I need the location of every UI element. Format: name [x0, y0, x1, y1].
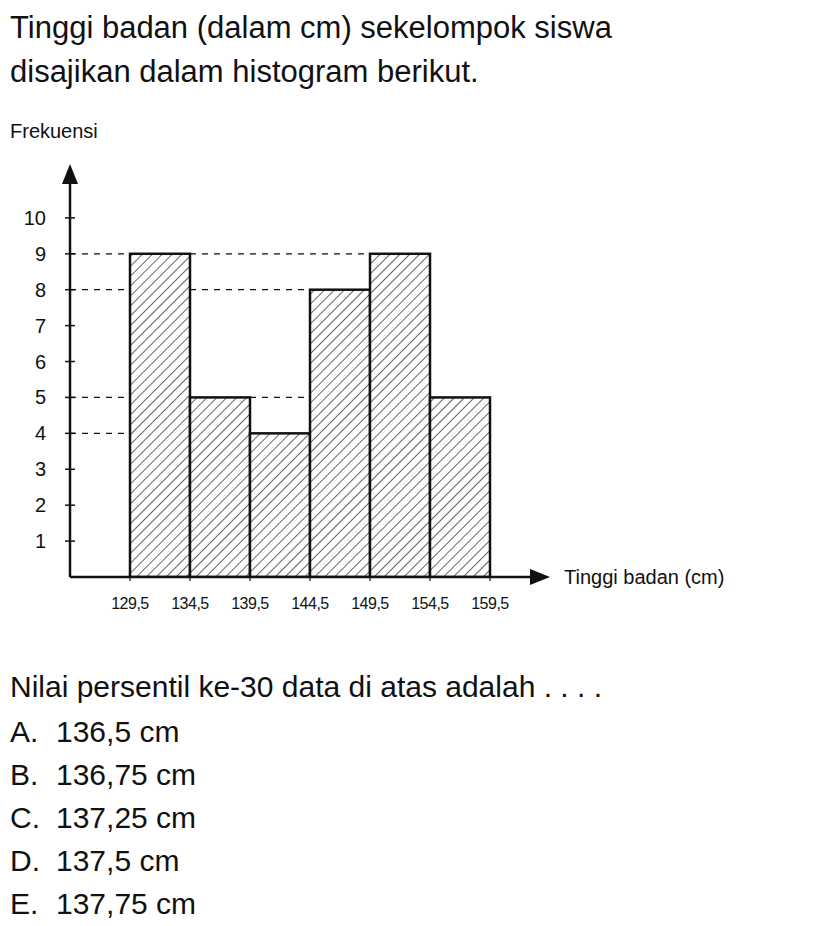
option-letter: B.: [10, 758, 38, 791]
option-letter: A.: [10, 715, 38, 748]
x-tick-label: 144,5: [291, 595, 329, 612]
y-tick: [65, 504, 75, 506]
y-axis-arrow: [62, 164, 78, 184]
histogram-bar: [370, 254, 430, 577]
option-letter: C.: [10, 801, 40, 834]
y-tick: [65, 217, 75, 219]
histogram-bar: [430, 397, 490, 577]
y-tick: [65, 289, 75, 291]
intro-text: Tinggi badan (dalam cm) sekelompok siswa: [10, 10, 613, 45]
y-tick: [65, 361, 75, 363]
x-tick-label: 134,5: [171, 595, 209, 612]
x-tick-label: 149,5: [351, 595, 389, 612]
x-tick: [369, 577, 370, 581]
x-tick: [489, 577, 490, 581]
y-tick: [65, 325, 75, 327]
x-tick-label: 129,5: [111, 595, 149, 612]
y-tick-label: 5: [35, 386, 46, 408]
y-tick-label: 6: [35, 351, 46, 373]
x-axis-arrow: [530, 569, 550, 585]
histogram-bar: [310, 290, 370, 577]
x-tick: [249, 577, 250, 581]
y-tick: [65, 540, 75, 542]
x-tick: [189, 577, 190, 581]
y-axis: [69, 176, 72, 577]
intro-text: disajikan dalam histogram berikut.: [10, 54, 479, 89]
option-text: 136,5 cm: [56, 715, 179, 748]
x-tick-label: 139,5: [231, 595, 269, 612]
y-tick-label: 3: [35, 458, 46, 480]
option-text: 137,5 cm: [56, 844, 179, 877]
histogram-bar: [250, 433, 310, 577]
histogram-bar: [190, 397, 250, 577]
y-tick-label: 7: [35, 315, 46, 337]
x-tick-label: 154,5: [411, 595, 449, 612]
x-tick: [429, 577, 430, 581]
histogram-bar: [130, 254, 190, 577]
y-tick-label: 10: [24, 207, 46, 229]
x-tick: [309, 577, 310, 581]
option-letter: E.: [10, 887, 38, 920]
y-tick: [65, 433, 75, 435]
y-tick: [65, 253, 75, 255]
y-tick-label: 9: [35, 243, 46, 265]
y-tick-label: 1: [35, 530, 46, 552]
option-text: 136,75 cm: [56, 758, 196, 791]
x-tick: [129, 577, 130, 581]
x-axis: [70, 576, 538, 579]
y-tick-label: 2: [35, 494, 46, 516]
y-tick: [65, 397, 75, 399]
reference-line: [70, 253, 370, 254]
option-text: 137,75 cm: [56, 887, 196, 920]
y-tick: [65, 469, 75, 471]
option-text: 137,25 cm: [56, 801, 196, 834]
y-axis-label: Frekuensi: [10, 120, 98, 142]
x-tick-label: 159,5: [471, 595, 509, 612]
page: Tinggi badan (dalam cm) sekelompok siswa…: [0, 0, 840, 926]
question-prompt: Nilai persentil ke-30 data di atas adala…: [10, 670, 602, 703]
bars: [130, 254, 490, 577]
x-axis-label: Tinggi badan (cm): [564, 566, 724, 588]
option-letter: D.: [10, 844, 40, 877]
y-tick-label: 8: [35, 279, 46, 301]
y-tick-label: 4: [35, 422, 46, 444]
